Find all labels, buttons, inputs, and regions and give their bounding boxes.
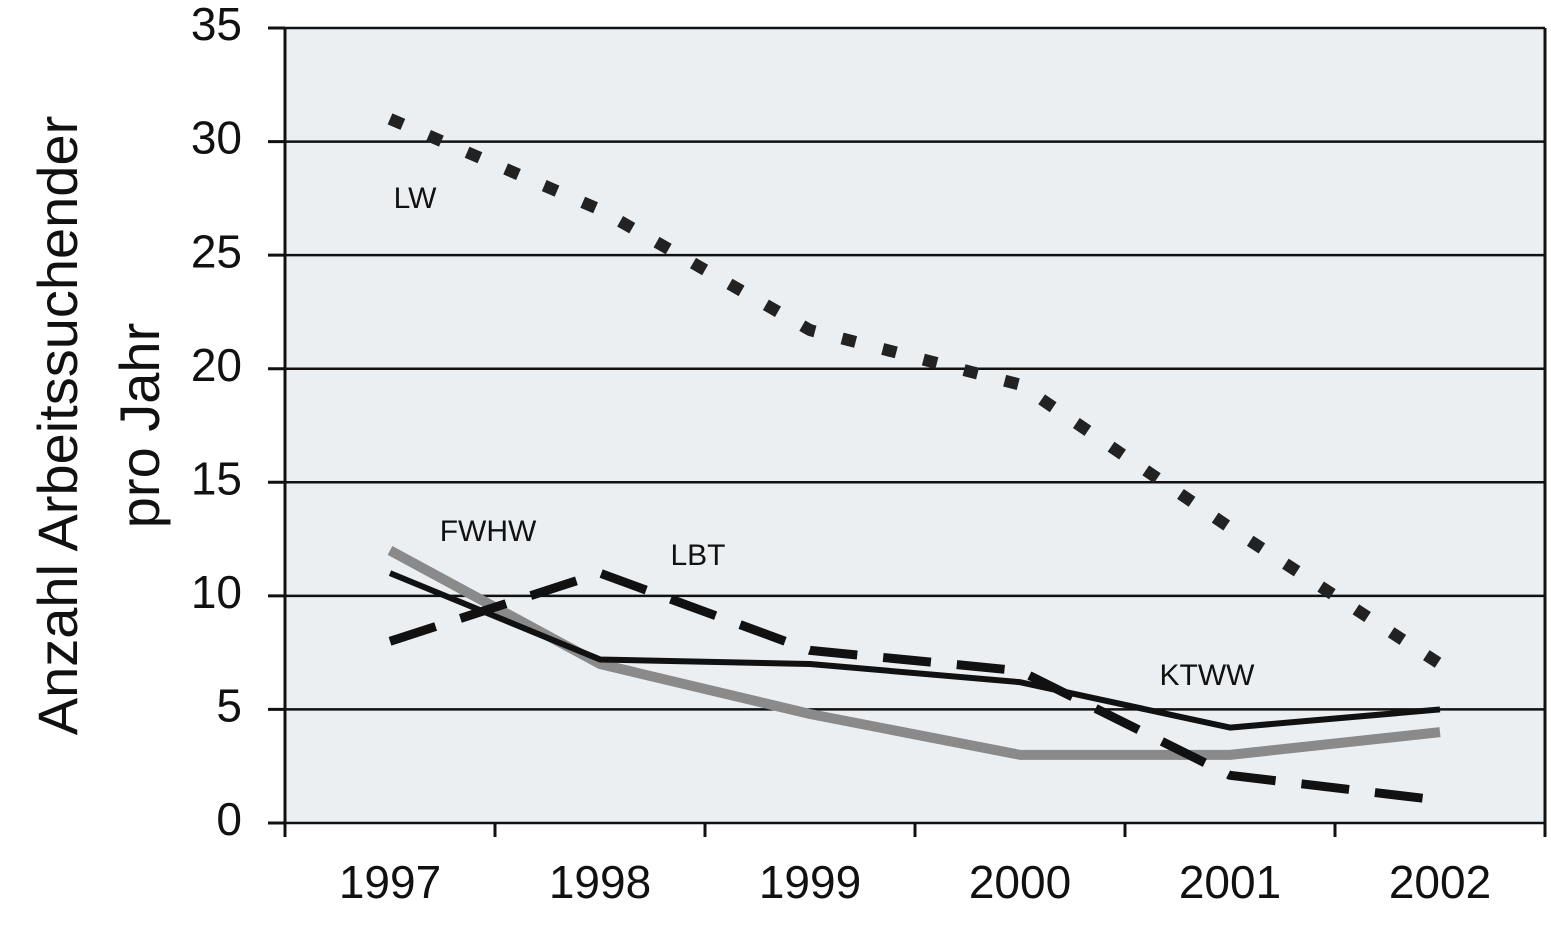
y-axis-label-line: Anzahl Arbeitssuchender [26, 116, 89, 736]
y-axis-label: Anzahl Arbeitssuchender pro Jahr [26, 116, 171, 736]
x-tick-label: 1998 [549, 856, 651, 908]
x-tick-label: 2000 [969, 856, 1071, 908]
series-label: LW [394, 182, 437, 215]
x-tick-label: 2001 [1179, 856, 1281, 908]
series-label: FWHW [440, 515, 537, 548]
plot-background [285, 28, 1545, 823]
series-line [388, 568, 1441, 805]
y-tick-label: 25 [191, 225, 242, 277]
series-label: LBT [670, 539, 725, 572]
x-tick-label: 1999 [759, 856, 861, 908]
y-axis-label-line: pro Jahr [108, 323, 171, 528]
y-tick-label: 5 [216, 680, 242, 732]
y-tick-label: 15 [191, 452, 242, 504]
y-tick-label: 0 [216, 793, 242, 845]
y-tick-label: 35 [191, 0, 242, 50]
series-line [388, 570, 1441, 731]
series-label: KTWW [1160, 659, 1256, 692]
x-tick-label: 2002 [1389, 856, 1491, 908]
y-tick-label: 10 [191, 566, 242, 618]
y-tick-label: 20 [191, 339, 242, 391]
y-tick-label: 30 [191, 112, 242, 164]
x-tick-label: 1997 [339, 856, 441, 908]
